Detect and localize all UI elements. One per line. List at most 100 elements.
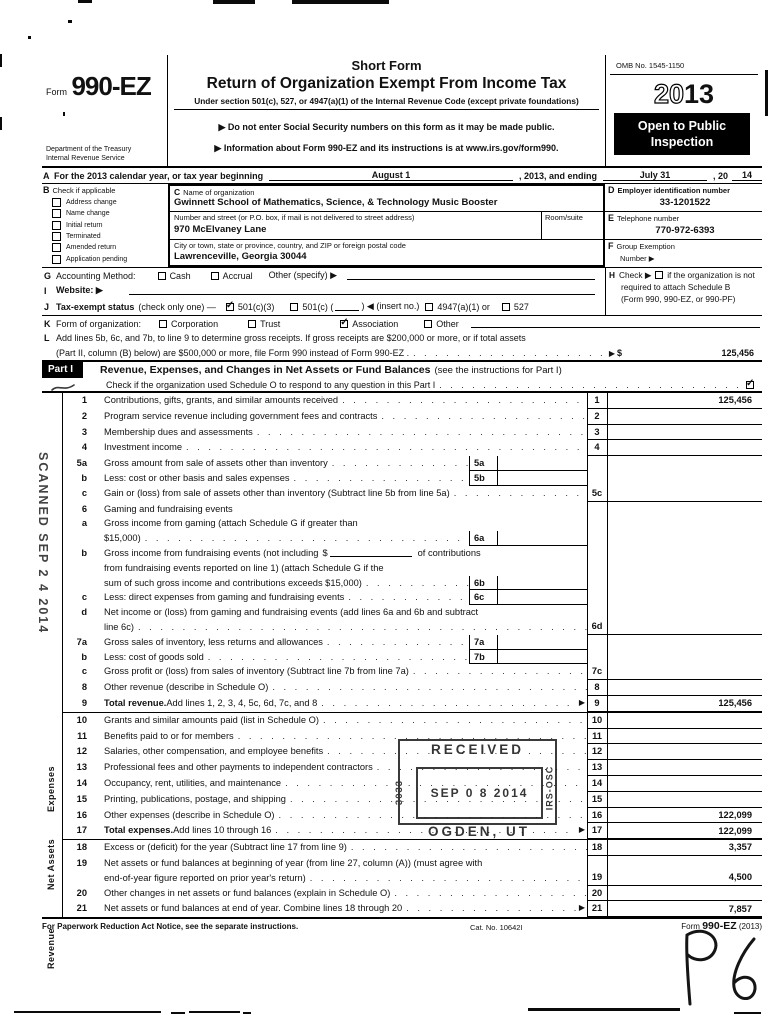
city-value: Lawrenceville, Georgia 30044: [174, 250, 307, 262]
row-label: Less: direct expenses from gaming and fu…: [104, 592, 345, 603]
terminated-checkbox: [52, 232, 61, 242]
line-box: [587, 456, 607, 471]
row-label: Benefits paid to or for members: [104, 730, 234, 741]
dot-leader: . . . . . . . . . . . . . . . . . . . . …: [412, 666, 587, 677]
row-label: Add lines 1, 2, 3, 4, 5c, 6d, 7c, and 8: [166, 697, 318, 708]
line-number: 12: [76, 746, 87, 757]
table-row: c Gross profit or (loss) from sales of i…: [62, 664, 762, 681]
form-subtitle: Under section 501(c), 527, or 4947(a)(1)…: [174, 96, 599, 110]
scan-artifact: [213, 0, 255, 4]
schedule-b-box: H Check ▶ if the organization is not req…: [605, 268, 762, 315]
row-label: Gross amount from sale of assets other t…: [104, 458, 328, 469]
line-box: 19: [587, 856, 607, 886]
cash-label: Cash: [169, 270, 191, 281]
accounting-method-label: Accounting Method:: [56, 270, 136, 281]
scan-artifact: [189, 1011, 240, 1013]
line-box: 1: [587, 393, 607, 409]
dot-leader: . . . . . . . . . . . . . . . . . . . . …: [256, 426, 587, 437]
dot-leader: . . . . . . . . . . . . . . . . . . . . …: [144, 533, 469, 544]
gross-receipts-amount: 125,456: [721, 348, 754, 358]
group-exemption-number-label: Number ▶: [620, 254, 655, 263]
city-label: City or town, state or province, country…: [174, 240, 406, 250]
amount-cell: [607, 776, 762, 792]
line-box: 17: [587, 823, 607, 840]
dot-leader: . . . . . . . . . . . . . . . . . . . . …: [413, 348, 607, 358]
open-to-public-line1: Open to Public: [637, 119, 727, 133]
amended-return-checkbox: [52, 243, 61, 253]
line-a-letter: A: [43, 171, 50, 181]
sub-line-box: 5b: [469, 470, 497, 486]
amount-cell: [607, 590, 762, 605]
schedule-o-checkbox: [746, 378, 754, 389]
sub-amount-cell: [497, 470, 587, 486]
table-row: 15 Printing, publications, postage, and …: [62, 792, 762, 808]
org-name-value: Gwinnett School of Mathematics, Science,…: [170, 197, 603, 212]
footer-form-word: Form: [681, 922, 700, 932]
amount-cell: [607, 886, 762, 902]
scan-artifact: [68, 20, 72, 23]
line-number: 15: [76, 793, 87, 804]
amount-cell: 122,099: [607, 823, 762, 840]
checkbox-label: Amended return: [66, 244, 117, 252]
amount-cell: 125,456: [607, 393, 762, 409]
line-number: 10: [76, 714, 87, 725]
application-pending-checkbox: [52, 254, 61, 264]
row-label: Add lines 10 through 16: [173, 825, 272, 836]
scan-artifact: [765, 70, 768, 116]
section-g-letter: G: [44, 270, 52, 281]
line-number: 21: [76, 903, 87, 914]
association-label: Association: [352, 318, 399, 329]
address-change-checkbox: [52, 198, 61, 208]
dot-leader: . . . . . . . . . . . . . . . . . . . . …: [186, 442, 587, 453]
line-box: 2: [587, 409, 607, 425]
scan-artifact: [78, 0, 92, 3]
scan-artifact: [0, 117, 2, 130]
received-stamp: RECEIVED SEP 0 8 2014 3033 IRS-OSC: [394, 739, 557, 825]
table-row: 19 Net assets or fund balances at beginn…: [62, 856, 762, 886]
501c3-checkbox: [225, 300, 234, 311]
tax-year-begin-value: August 1: [269, 170, 513, 181]
row-label: $15,000): [104, 533, 141, 544]
ein-value: 33-1201522: [659, 197, 711, 208]
scan-artifact: [28, 36, 31, 39]
table-row: a Gross income from gaming (attach Sched…: [62, 516, 762, 546]
gross-receipts-text2: (Part II, column (B) below) are $500,000…: [56, 348, 410, 358]
form-of-organization-line: K Form of organization: Corporation Trus…: [42, 316, 762, 331]
line-number: 7a: [76, 636, 87, 647]
dot-leader: . . . . . . . . . . . . . . . . . . . . …: [293, 472, 469, 483]
tax-year-end-value: July 31: [602, 170, 707, 181]
501c-insert-blank: [335, 300, 360, 311]
insert-no-label: ) ◀ (insert no.): [361, 301, 420, 311]
scan-artifact: [528, 1008, 680, 1011]
trust-label: Trust: [260, 318, 281, 329]
form-word: Form: [46, 87, 67, 97]
h-text-3: required to attach Schedule B: [621, 282, 731, 292]
line-box: 6d: [587, 605, 607, 635]
line-number: 19: [76, 857, 87, 868]
ssn-warning: ▶ Do not enter Social Security numbers o…: [218, 122, 555, 132]
line-box: [587, 502, 607, 517]
website-line: I Website: ▶: [42, 283, 605, 298]
form-footer-id: Form 990-EZ (2013): [681, 920, 762, 932]
amount-cell: [607, 502, 762, 517]
line-number: 5a: [76, 458, 87, 469]
table-rule: [607, 393, 608, 918]
dot-leader: . . . . . . . . . . . . . . . . . . . . …: [439, 379, 742, 390]
table-row: 2 Program service revenue including gove…: [62, 409, 762, 425]
section-j-letter: J: [44, 301, 50, 312]
amount-cell: [607, 650, 762, 665]
4947a1-checkbox: [425, 302, 434, 311]
check-if-applicable-column: B Check if applicable Address change Name…: [42, 184, 168, 267]
dot-leader: . . . . . . . . . . . . . . . . . . . . …: [348, 592, 469, 603]
line-box: [587, 590, 607, 605]
phone-value: 770-972-6393: [655, 225, 715, 236]
room-suite-label: Room/suite: [541, 211, 603, 239]
website-blank: [128, 284, 595, 295]
website-label: Website: ▶: [56, 285, 103, 295]
row-label: Printing, publications, postage, and shi…: [104, 793, 286, 804]
amount-cell: 7,857: [607, 901, 762, 918]
amount-cell: 4,500: [607, 856, 762, 886]
dot-leader: . . . . . . . . . . . . . . . . . . . . …: [309, 872, 587, 883]
checkbox-row-initial-return: Initial return: [43, 220, 168, 231]
arrow-glyph: ▶: [578, 825, 585, 835]
